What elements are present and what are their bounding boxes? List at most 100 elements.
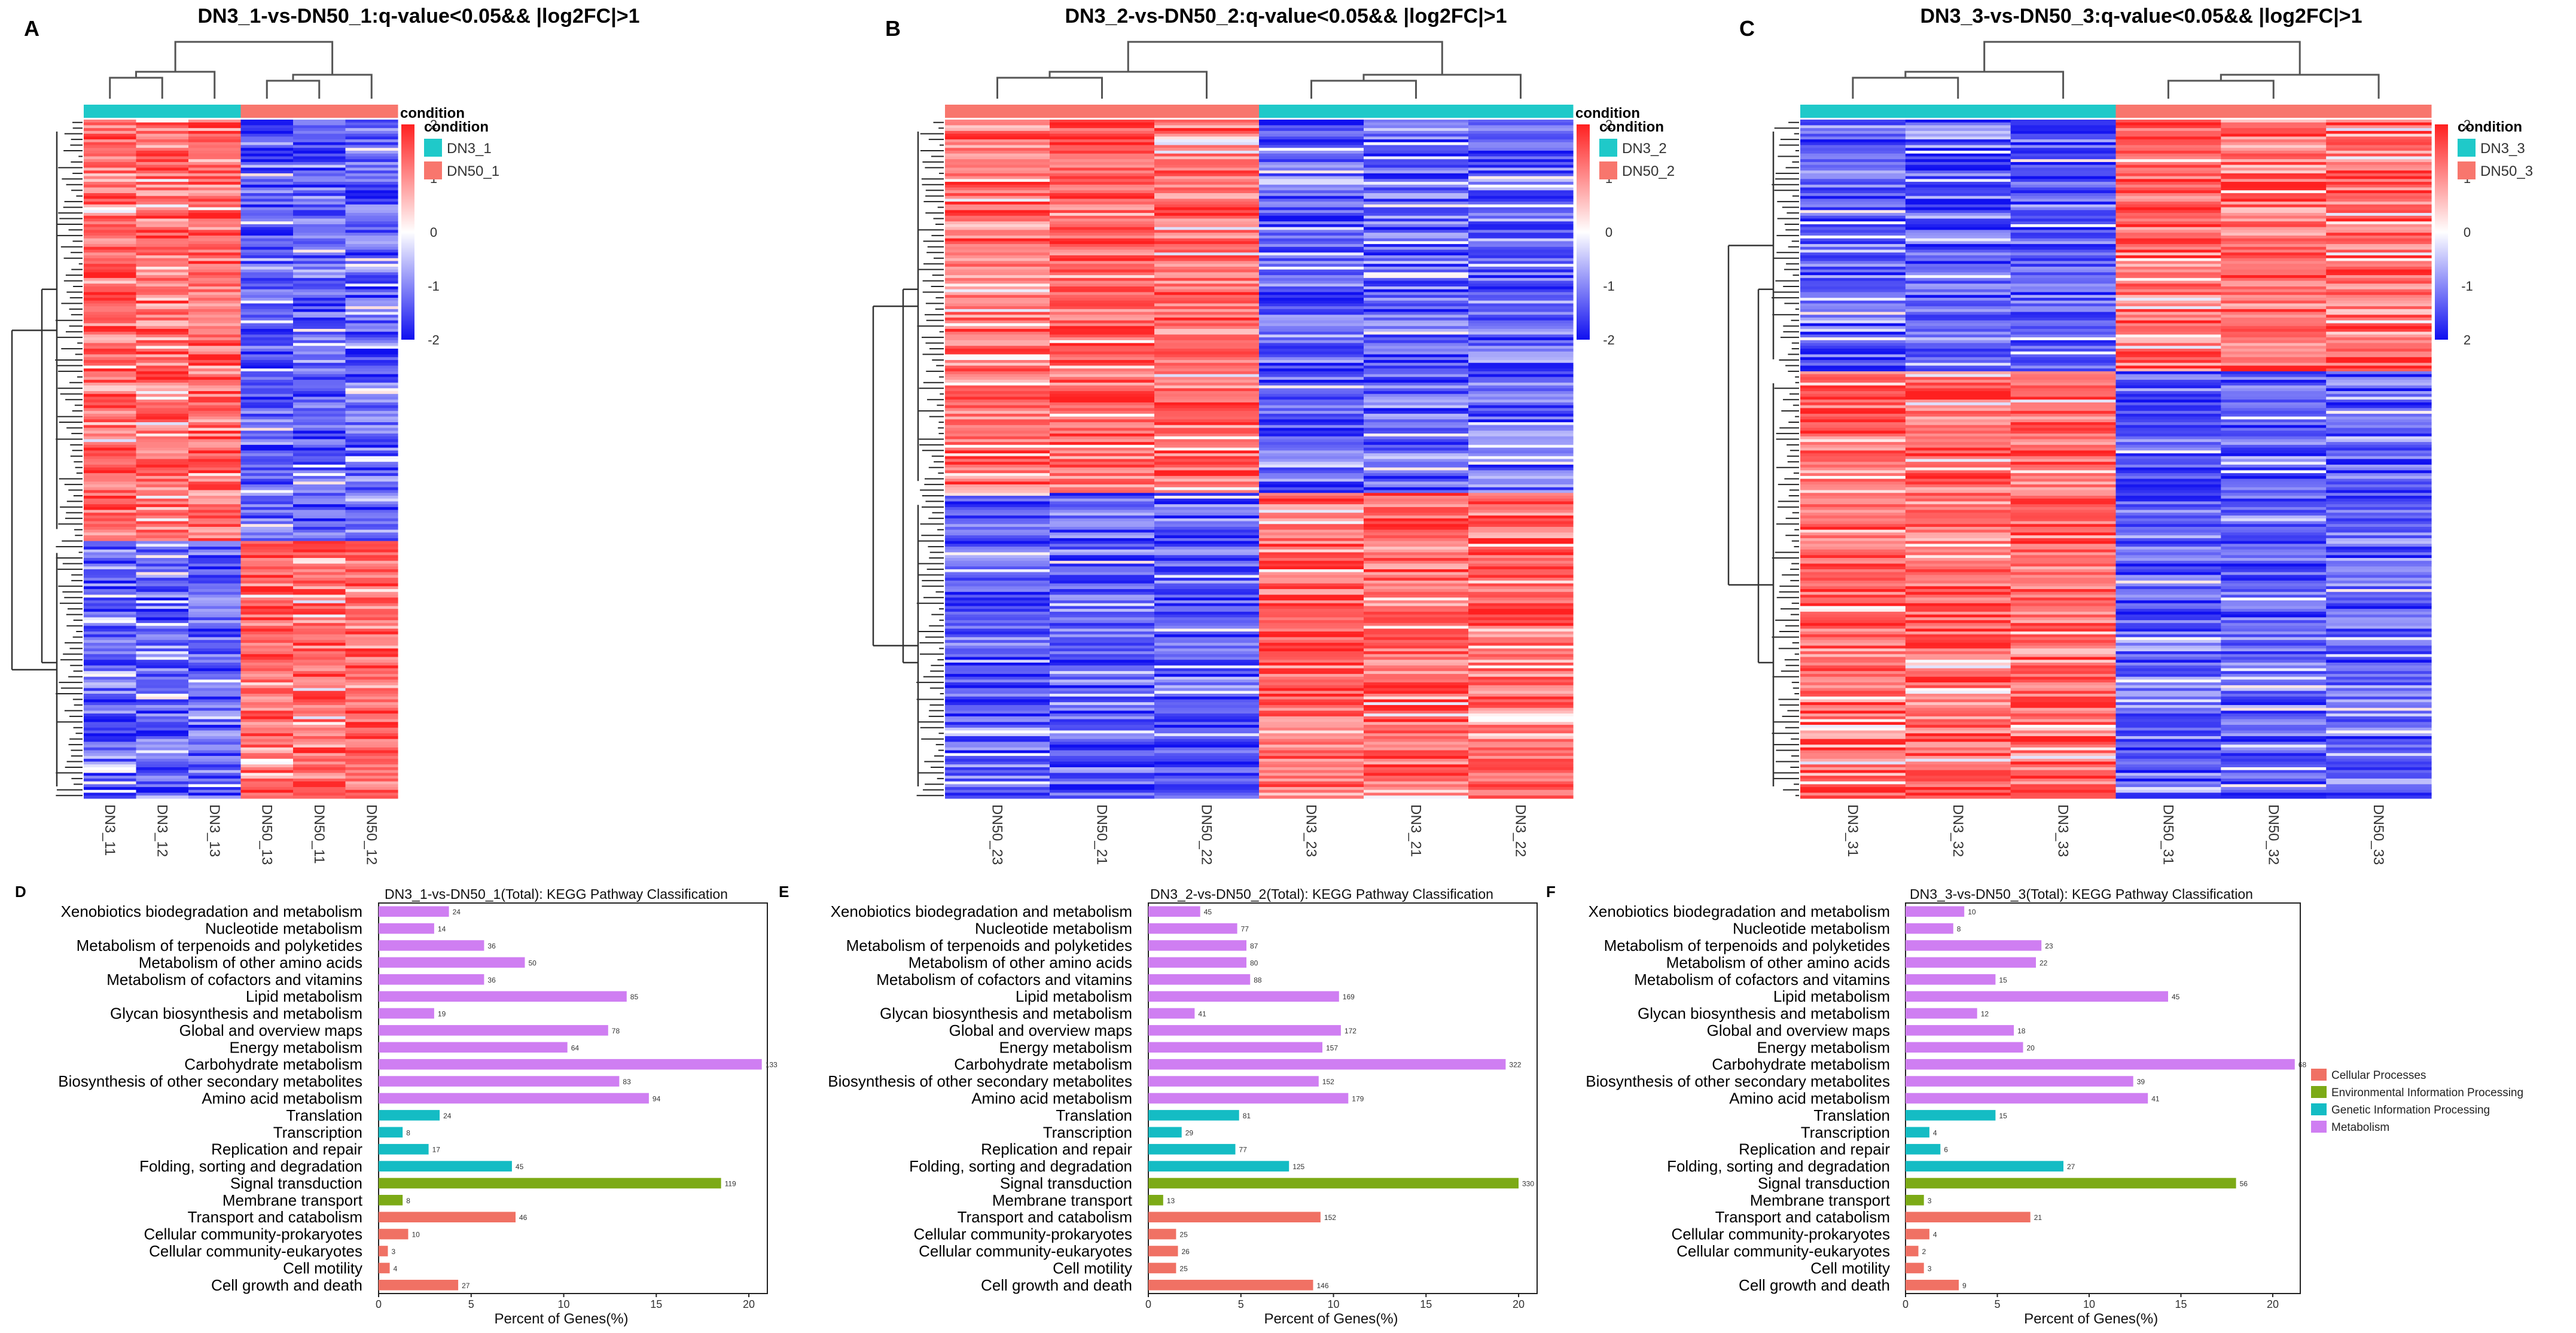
colorbar-tick: -2 <box>1603 333 1615 347</box>
heatmap-cell <box>188 447 242 451</box>
heatmap-cell <box>1468 182 1574 185</box>
heatmap-cell <box>1468 589 1574 593</box>
heatmap-cell <box>188 645 242 649</box>
heatmap-cell <box>1154 767 1260 771</box>
heatmap-cell <box>2326 153 2432 157</box>
heatmap-cell <box>1905 795 2011 799</box>
heatmap-cell <box>345 767 398 771</box>
heatmap-cell <box>240 725 294 728</box>
heatmap-cell <box>1050 651 1155 655</box>
heatmap-cell <box>2221 770 2327 774</box>
heatmap-cell <box>1800 419 1906 423</box>
heatmap-cell <box>1905 583 2011 587</box>
heatmap-cell <box>293 385 346 389</box>
heatmap-cell <box>2115 747 2221 751</box>
heatmap-cell <box>2326 238 2432 242</box>
heatmap-cell <box>945 145 1050 148</box>
heatmap-cell <box>293 623 346 627</box>
heatmap-cell <box>1154 773 1260 776</box>
heatmap-cell <box>188 623 242 627</box>
heatmap-cell <box>1259 148 1364 151</box>
heatmap-cell <box>1050 161 1155 166</box>
heatmap-cell <box>2221 702 2327 706</box>
heatmap-cell <box>2010 300 2117 304</box>
heatmap-cell <box>2326 699 2432 703</box>
heatmap-cell <box>2115 292 2221 295</box>
heatmap-cell <box>1468 318 1574 321</box>
heatmap-cell <box>1905 459 2011 462</box>
heatmap-cell <box>2010 792 2117 796</box>
heatmap-cell <box>1468 125 1574 129</box>
heatmap-cell <box>2326 447 2432 451</box>
heatmap-cell <box>2221 328 2327 333</box>
heatmap-cell <box>2010 560 2117 565</box>
heatmap-cell <box>1364 609 1469 612</box>
bar <box>1906 991 2168 1002</box>
heatmap-cell <box>2115 716 2221 720</box>
colorbar <box>1577 124 1590 340</box>
heatmap-cell <box>1800 218 1906 222</box>
heatmap-cell <box>1154 264 1260 267</box>
heatmap-cell <box>84 215 137 219</box>
heatmap-cell <box>945 164 1050 168</box>
heatmap-cell <box>1905 221 2011 225</box>
heatmap-cell <box>2115 122 2221 126</box>
category-label: Transport and catabolism <box>1715 1208 1890 1226</box>
heatmap-cell <box>136 230 189 233</box>
heatmap-cell <box>1800 547 1906 550</box>
heatmap-cell <box>1468 555 1574 559</box>
heatmap-cell <box>1050 283 1155 287</box>
heatmap-cell <box>2010 583 2117 587</box>
heatmap-cell <box>1154 603 1260 607</box>
heatmap-cell <box>188 529 242 533</box>
heatmap-cell <box>1364 685 1469 689</box>
heatmap-cell <box>84 408 137 411</box>
heatmap-cell <box>2221 473 2327 477</box>
heatmap-cell <box>2010 538 2117 542</box>
heatmap-cell <box>945 470 1050 474</box>
heatmap-cell <box>240 405 294 408</box>
heatmap-cell <box>1905 597 2011 601</box>
heatmap-cell <box>1800 515 1906 519</box>
heatmap-cell <box>2010 673 2117 678</box>
heatmap-cell <box>1800 258 1906 262</box>
heatmap-cell <box>945 289 1050 293</box>
heatmap-cell <box>188 710 242 714</box>
heatmap-cell <box>188 696 242 700</box>
heatmap-cell <box>1364 456 1469 460</box>
heatmap-cell <box>1050 292 1155 295</box>
heatmap-cell <box>84 710 137 714</box>
heatmap-cell <box>1154 374 1260 377</box>
heatmap-cell <box>1364 600 1469 604</box>
heatmap-cell <box>1800 133 1906 137</box>
heatmap-cell <box>188 464 242 468</box>
heatmap-cell <box>240 532 294 536</box>
heatmap-cell <box>2115 750 2221 754</box>
heatmap-cell <box>945 337 1050 341</box>
heatmap-cell <box>345 773 398 776</box>
heatmap-cell <box>2221 187 2327 191</box>
heatmap-cell <box>1905 416 2011 420</box>
heatmap-cell <box>1800 665 1906 669</box>
heatmap-cell <box>136 433 189 437</box>
heatmap-cell <box>2115 300 2221 304</box>
bar-value-label: 88 <box>1254 976 1262 984</box>
heatmap-cell <box>188 337 242 341</box>
heatmap-cell <box>1154 722 1260 725</box>
heatmap-cell <box>1154 456 1260 460</box>
heatmap-cell <box>945 431 1050 434</box>
bar <box>379 1195 403 1206</box>
heatmap-cell <box>1050 320 1155 324</box>
heatmap-cell <box>2010 758 2117 762</box>
heatmap-cell <box>293 682 346 686</box>
heatmap-cell <box>345 676 398 680</box>
heatmap-cell <box>2115 634 2221 638</box>
heatmap-cell <box>1259 733 1364 737</box>
heatmap-cell <box>188 289 242 293</box>
heatmap-cell <box>1259 640 1364 643</box>
heatmap-cell <box>293 444 346 449</box>
heatmap-cell <box>1905 428 2011 431</box>
heatmap-cell <box>136 776 189 779</box>
heatmap-cell <box>2115 682 2221 686</box>
heatmap-cell <box>1364 524 1469 527</box>
